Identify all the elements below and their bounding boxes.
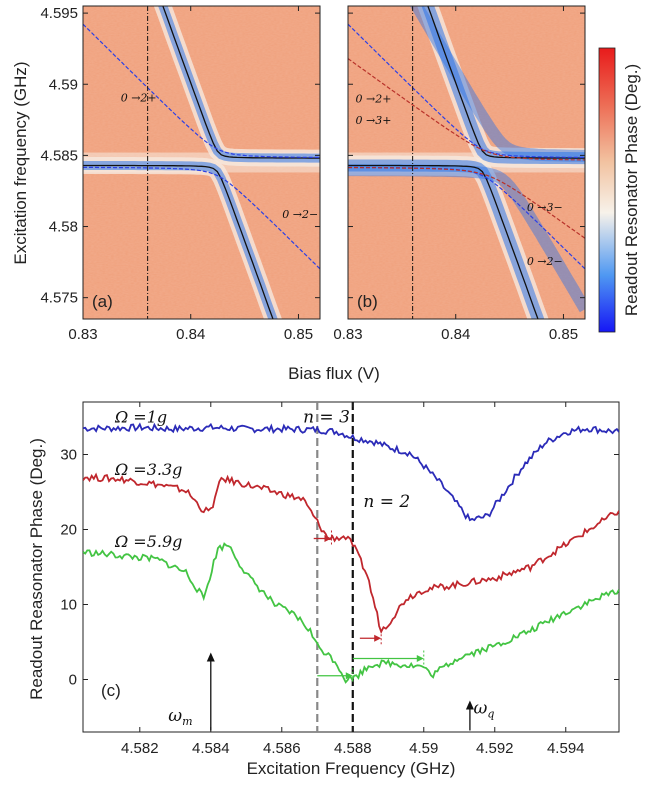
y-tick-label: 4.59 xyxy=(49,76,78,93)
x-tick-label: 4.588 xyxy=(334,740,372,757)
x-tick-label: 0.84 xyxy=(176,326,205,343)
series-label: Ω =1g xyxy=(114,407,167,426)
y-tick-label: 30 xyxy=(60,447,77,464)
lower-fit-line xyxy=(348,164,539,319)
colorbar-gradient xyxy=(598,47,616,333)
panel-b: 0 →2+ 0 →3+ 0 →3− 0 →2− 0.83 0.84 0.85 (b) Bi… xyxy=(288,5,586,383)
heatmap-a: 0 →2+ 0 →2− xyxy=(83,6,320,319)
upper-fit-line xyxy=(162,6,320,159)
x-tick-label: 4.584 xyxy=(192,740,230,757)
x-tick-label: 0.83 xyxy=(333,326,362,343)
x-tick-label: 4.592 xyxy=(476,740,514,757)
panel-label-b: (b) xyxy=(357,292,378,311)
branch-annotation: 0 →2+ xyxy=(121,91,157,104)
x-axis-label-ab: Bias flux (V) xyxy=(288,364,380,383)
upper-multiphoton-signal xyxy=(409,6,585,162)
plot-annotation: n = 3 xyxy=(303,407,350,427)
branch-annotation: 0 →2− xyxy=(282,208,318,221)
y-tick-label: 4.575 xyxy=(40,290,78,307)
fit-0-2-minus xyxy=(83,166,320,270)
shift-arrowhead-green xyxy=(345,672,353,680)
plot-annotation-subscript: q xyxy=(487,707,494,720)
lower-multiphoton-signal xyxy=(348,164,585,313)
panel-c: 4.582 4.584 4.586 4.588 4.59 4.592 4.594 0 10 20 3… xyxy=(27,401,620,778)
y-tick-label: 20 xyxy=(60,522,77,539)
x-tick-label: 0.85 xyxy=(284,326,313,343)
panel-c-frame xyxy=(82,401,620,733)
trace-omega-3-3g xyxy=(83,472,619,634)
panel-label-c: (c) xyxy=(101,681,121,700)
y-tick-label: 4.58 xyxy=(49,219,78,236)
x-tick-label: 0.85 xyxy=(549,326,578,343)
branch-annotation: 0 →2− xyxy=(527,255,563,268)
heatmap-b: 0 →2+ 0 →3+ 0 →3− 0 →2− xyxy=(348,6,585,319)
branch-annotation: 0 →3− xyxy=(527,201,563,214)
omega-q-arrowhead xyxy=(465,700,474,710)
y-axis-label-a: Excitation frequency (GHz) xyxy=(11,61,30,264)
panel-a-frame xyxy=(82,5,321,320)
trace-omega-1g xyxy=(83,422,619,522)
branch-annotation: 0 →2+ xyxy=(356,93,392,106)
panel-a-ticks: 0.83 0.84 0.85 4.575 4.58 4.585 4.59 4.595 xyxy=(40,5,320,343)
y-tick-label: 0 xyxy=(69,672,77,689)
plot-annotation: n = 2 xyxy=(363,492,410,512)
panel-b-frame xyxy=(347,5,586,320)
series-label: Ω =3.3g xyxy=(114,460,182,479)
colorbar-label: Readout Resonator Phase (Deg.) xyxy=(622,64,641,316)
x-tick-label: 4.586 xyxy=(263,740,301,757)
upper-fit-line xyxy=(427,6,585,159)
fit-0-3-minus xyxy=(348,167,585,239)
shift-arrowhead-red xyxy=(374,634,382,642)
omega-m-arrowhead xyxy=(206,652,215,662)
x-axis-label-c: Excitation Frequency (GHz) xyxy=(247,759,456,778)
branch-annotation: 0 →3+ xyxy=(356,114,392,127)
panel-c-ticks: 4.582 4.584 4.586 4.588 4.59 4.592 4.594 0 10 20 3… xyxy=(60,402,619,757)
lower-fit-line xyxy=(83,164,274,319)
y-axis-label-c: Readout Reasonator Phase (Deg.) xyxy=(27,438,46,700)
plot-annotation-subscript: m xyxy=(182,715,192,728)
x-tick-label: 0.83 xyxy=(68,326,97,343)
fit-0-3-plus xyxy=(348,58,585,161)
panel-label-a: (a) xyxy=(92,292,113,311)
y-tick-label: 4.585 xyxy=(40,147,78,164)
x-tick-label: 4.594 xyxy=(547,740,585,757)
x-tick-label: 4.59 xyxy=(409,740,438,757)
fit-0-2-plus xyxy=(348,23,585,158)
y-tick-label: 10 xyxy=(60,597,77,614)
panel-b-ticks: 0.83 0.84 0.85 xyxy=(333,6,585,343)
y-tick-label: 4.595 xyxy=(40,5,78,22)
shift-arrowhead-red xyxy=(324,535,332,542)
shift-arrowhead-green xyxy=(416,655,424,662)
panel-a: 0 →2+ 0 →2− 0.83 0.84 0.85 4.575 4.58 4.585 4.5… xyxy=(11,5,321,343)
colorbar: Readout Resonator Phase (Deg.) xyxy=(598,47,641,333)
x-tick-label: 0.84 xyxy=(441,326,470,343)
series-label: Ω =5.9g xyxy=(114,532,182,551)
fit-0-2-plus xyxy=(83,23,320,158)
x-tick-label: 4.582 xyxy=(121,740,159,757)
